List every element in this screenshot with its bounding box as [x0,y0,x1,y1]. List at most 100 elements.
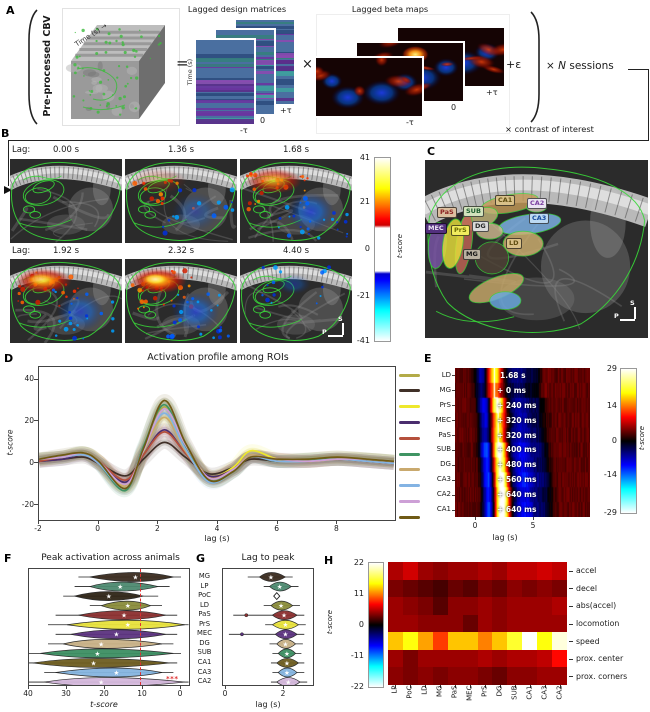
panel-h-letter: H [324,554,334,567]
lag-time-label: 2.32 s [167,246,195,256]
x-tick-mark [180,686,181,689]
design-matrix-stripe [196,86,254,90]
heatmap-col-tick [484,685,486,688]
preprocessed-cbv-label: Pre-processed CBV [42,15,53,117]
heatmap-cell [462,667,478,686]
x-axis-label: lag (s) [255,700,281,709]
heatmap-cell [432,649,449,668]
x-tick-mark [142,686,143,689]
colorbar-tick-label: -21 [356,290,370,300]
row-label: MG [439,385,451,394]
x-tick-label: 4 [214,524,220,533]
panel-f-letter: F [4,552,12,565]
heatmap-cell [388,649,404,668]
design-matrix-stripe [196,113,254,115]
heatmap-cell [537,649,553,668]
heatmap-cell [552,632,568,651]
row-label: MEC [197,629,212,638]
heatmap-col-label: CA3 [540,685,549,700]
heatmap-cell [432,579,449,598]
heatmap-cell [402,614,419,633]
x-tick-label: 2 [280,689,286,698]
colorbar-tick-label: -41 [356,335,370,345]
chart-title: Lag to peak [241,553,295,563]
heatmap-cell [477,597,493,616]
panel-g-letter: G [196,552,206,565]
orientation-p-label: P [322,328,327,336]
row-label: PaS [438,430,451,439]
heatmap-cell [417,649,434,668]
heatmap-cell [537,614,553,633]
design-time-label: Time (s) [186,58,194,86]
colorbar-tick-label: 22 [353,557,364,567]
heatmap-cell [507,614,523,633]
colorbar-tick-label: 0 [611,435,617,445]
svg-text:★: ★ [278,602,284,610]
row-tick-mark [452,479,455,481]
heatmap-row-label: locomotion [576,619,620,628]
n-sessions-n: N [558,60,567,72]
heatmap-cell [402,579,419,598]
panel-d-letter: D [4,352,14,365]
lag-time-label: 1.36 s [167,145,195,155]
brain-roi-image [425,160,648,338]
x-tick-label: -2 [34,524,42,533]
design-matrix-stripe [236,22,294,24]
heatmap-col-label: CA1 [525,685,534,700]
heatmap-col-label: MEC [465,685,474,701]
brain-image [125,159,237,243]
colorbar-tick-label: 0 [358,619,364,629]
heatmap-cell [537,667,553,686]
x-tick-label: 30 [61,689,71,698]
lag-time-label: 1.92 s [52,246,80,256]
x-tick-label: 0 [95,524,101,533]
heatmap-cell [492,632,508,651]
heatmap-cell [522,649,538,668]
equals-sign: = [176,54,189,72]
heatmap-cell [417,614,434,633]
row-label: MG [198,572,211,580]
panel-b-letter: B [1,127,10,140]
heatmap-cell [447,632,464,651]
x-tick-mark [38,521,39,524]
x-tick-mark [533,517,534,520]
colorbar [620,368,637,514]
heatmap-col-label: SUB [510,685,519,700]
heatmap-cell [447,562,464,581]
colorbar-label: t-score [638,425,646,451]
heatmap-cell [522,562,538,581]
lag-prefix-label: Lag: [12,246,31,256]
brain-image [240,159,352,243]
heatmap-cell [432,632,449,651]
y-tick-mark [34,462,38,464]
close-bracket [530,11,540,123]
heatmap-cell [522,579,538,598]
legend-swatch [399,420,420,424]
heatmap-cell [432,562,449,581]
orientation-h-line [328,335,343,337]
design-lag-label: +τ [280,106,292,115]
design-matrix-stripe [236,26,294,30]
x-tick-mark [97,521,99,524]
heatmap-cell [447,579,464,598]
peak-lag-annotation: + 640 ms [497,490,537,500]
heatmap-cell [552,597,568,616]
heatmap-col-tick [529,685,531,688]
plot-area [38,366,396,521]
heatmap-row-tick [569,676,573,678]
legend-swatch [399,405,420,409]
heatmap-col-tick [544,685,546,688]
design-matrix-stripe [196,54,254,59]
peak-lag-annotation: + 320 ms [497,415,537,425]
svg-text:★: ★ [94,650,100,658]
heatmap-cell [447,614,464,633]
heatmap-row-tick [569,570,573,572]
row-label: CA3 [197,667,212,676]
row-tick-mark [452,420,455,422]
heatmap-cell [552,579,568,598]
x-tick-label: 40 [23,689,33,698]
svg-text:★: ★ [98,678,104,686]
x-tick-mark [283,686,284,689]
legend-swatch [399,452,420,456]
orientation-h-line [620,319,635,321]
